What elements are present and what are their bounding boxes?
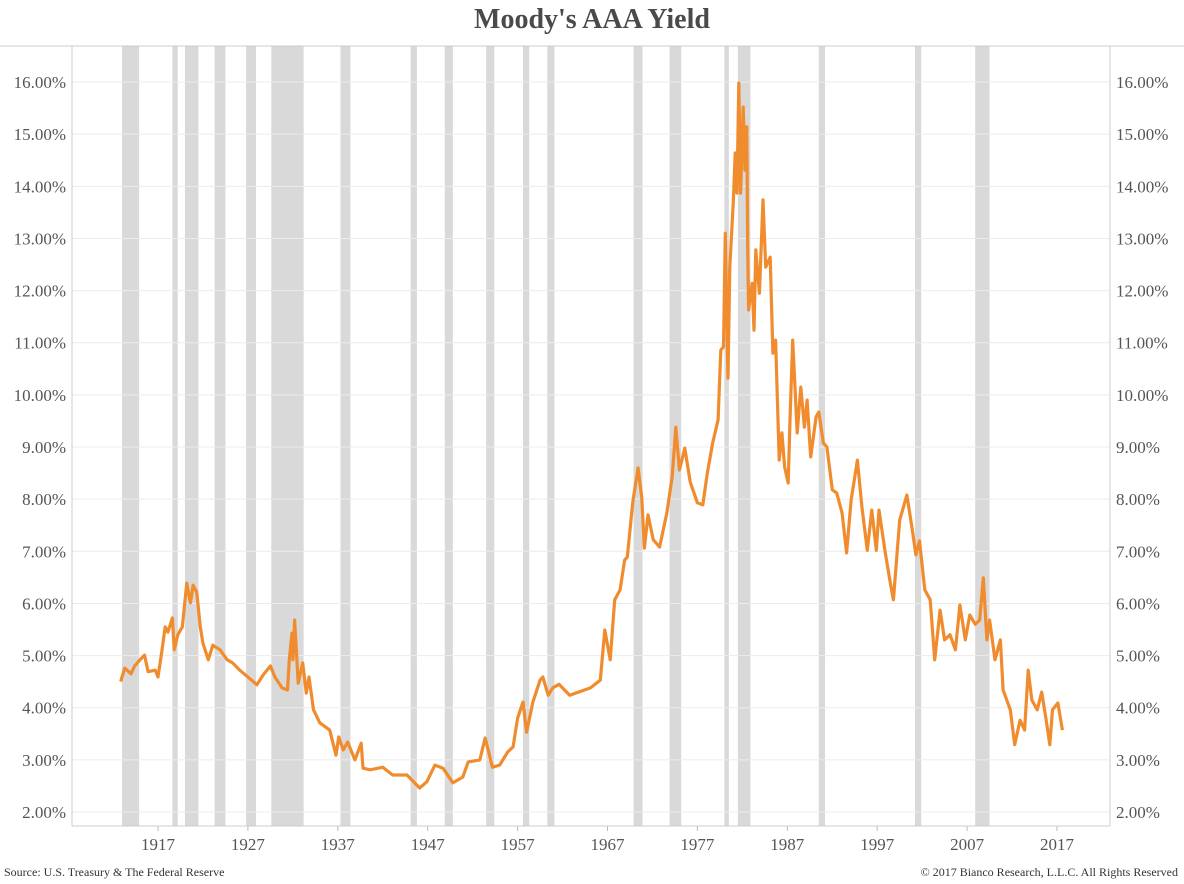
x-tick-label: 2017 bbox=[1040, 835, 1075, 854]
recession-band bbox=[975, 46, 990, 826]
recession-bands bbox=[122, 46, 990, 826]
y-tick-label-left: 13.00% bbox=[14, 229, 66, 248]
y-tick-label-left: 16.00% bbox=[14, 73, 66, 92]
recession-band bbox=[184, 46, 199, 826]
y-tick-label-right: 12.00% bbox=[1116, 282, 1168, 301]
recession-band bbox=[214, 46, 226, 826]
y-tick-label-left: 2.00% bbox=[22, 803, 66, 822]
y-tick-label-left: 12.00% bbox=[14, 282, 66, 301]
chart-title: Moody's AAA Yield bbox=[474, 4, 710, 35]
y-tick-label-left: 8.00% bbox=[22, 490, 66, 509]
y-tick-label-left: 4.00% bbox=[22, 699, 66, 718]
y-tick-label-left: 9.00% bbox=[22, 438, 66, 457]
y-tick-label-left: 15.00% bbox=[14, 125, 66, 144]
x-tick-label: 1987 bbox=[770, 835, 805, 854]
y-tick-label-left: 3.00% bbox=[22, 751, 66, 770]
x-tick-label: 1947 bbox=[411, 835, 446, 854]
y-tick-label-right: 2.00% bbox=[1116, 803, 1160, 822]
y-tick-label-right: 8.00% bbox=[1116, 490, 1160, 509]
x-tick-label: 2007 bbox=[950, 835, 985, 854]
y-tick-label-right: 11.00% bbox=[1116, 334, 1168, 353]
y-tick-label-left: 10.00% bbox=[14, 386, 66, 405]
recession-band bbox=[122, 46, 140, 826]
x-tick-label: 1927 bbox=[231, 835, 266, 854]
recession-band bbox=[444, 46, 453, 826]
y-tick-label-left: 5.00% bbox=[22, 647, 66, 666]
x-tick-label: 1937 bbox=[321, 835, 356, 854]
source-note: Source: U.S. Treasury & The Federal Rese… bbox=[4, 865, 225, 879]
recession-band bbox=[547, 46, 555, 826]
y-tick-label-right: 3.00% bbox=[1116, 751, 1160, 770]
y-tick-label-right: 7.00% bbox=[1116, 542, 1160, 561]
x-tick-label: 1967 bbox=[591, 835, 626, 854]
x-tick-label: 1997 bbox=[860, 835, 895, 854]
axes bbox=[0, 45, 1184, 831]
y-tick-label-right: 9.00% bbox=[1116, 438, 1160, 457]
y-tick-label-right: 4.00% bbox=[1116, 699, 1160, 718]
x-tick-label: 1957 bbox=[501, 835, 536, 854]
recession-band bbox=[410, 46, 417, 826]
x-tick-label: 1977 bbox=[680, 835, 715, 854]
copyright-note: © 2017 Bianco Research, L.L.C. All Right… bbox=[920, 865, 1178, 879]
y-tick-label-right: 10.00% bbox=[1116, 386, 1168, 405]
y-tick-label-left: 7.00% bbox=[22, 542, 66, 561]
recession-band bbox=[633, 46, 643, 826]
y-tick-label-left: 6.00% bbox=[22, 594, 66, 613]
recession-band bbox=[724, 46, 729, 826]
y-tick-label-right: 6.00% bbox=[1116, 594, 1160, 613]
recession-band bbox=[340, 46, 351, 826]
y-tick-label-right: 15.00% bbox=[1116, 125, 1168, 144]
recession-band bbox=[172, 46, 178, 826]
recession-band bbox=[271, 46, 304, 826]
y-tick-label-right: 5.00% bbox=[1116, 647, 1160, 666]
series-line bbox=[119, 81, 1064, 790]
recession-band bbox=[522, 46, 530, 826]
y-tick-label-left: 14.00% bbox=[14, 177, 66, 196]
recession-band bbox=[246, 46, 256, 826]
tick-labels: 2.00% 2.00% 3.00% 3.00% 4.00% 4.00% 5.00% 5.00%… bbox=[14, 73, 1169, 854]
recession-band bbox=[914, 46, 922, 826]
x-tick-label: 1917 bbox=[141, 835, 176, 854]
y-tick-label-right: 14.00% bbox=[1116, 177, 1168, 196]
recession-band bbox=[486, 46, 495, 826]
y-tick-label-right: 16.00% bbox=[1116, 73, 1168, 92]
gridlines bbox=[72, 81, 1110, 813]
y-tick-label-right: 13.00% bbox=[1116, 229, 1168, 248]
y-tick-label-left: 11.00% bbox=[14, 334, 66, 353]
